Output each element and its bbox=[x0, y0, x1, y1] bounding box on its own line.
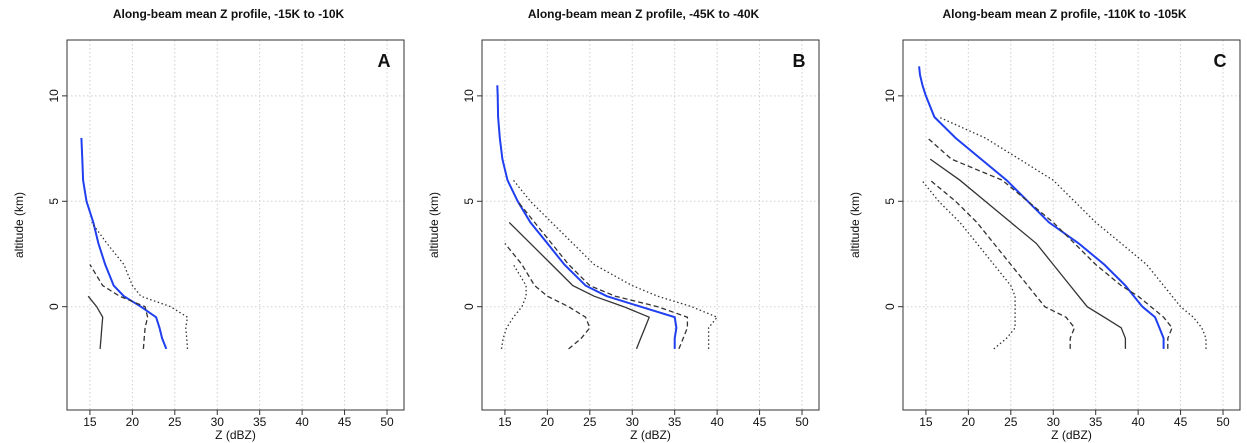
profile-line bbox=[927, 137, 1173, 349]
x-tick-label: 25 bbox=[583, 415, 597, 429]
x-tick-label: 45 bbox=[1174, 415, 1188, 429]
x-tick-label: 40 bbox=[1131, 415, 1145, 429]
x-tick-label: 45 bbox=[338, 415, 352, 429]
profile-line bbox=[938, 116, 1207, 349]
x-tick-label: 25 bbox=[1004, 415, 1018, 429]
x-tick-label: 20 bbox=[126, 415, 140, 429]
profile-line bbox=[496, 85, 678, 349]
x-tick-label: 40 bbox=[710, 415, 724, 429]
panel-letter: A bbox=[378, 51, 391, 71]
x-tick-label: 35 bbox=[668, 415, 682, 429]
y-axis-label: altitude (km) bbox=[848, 192, 862, 258]
profile-line bbox=[929, 179, 1076, 349]
profile-line bbox=[91, 222, 189, 349]
y-tick-label: 5 bbox=[883, 198, 897, 205]
y-tick-label: 0 bbox=[47, 303, 61, 310]
y-axis-label: altitude (km) bbox=[427, 192, 441, 258]
x-tick-label: 30 bbox=[211, 415, 225, 429]
panel-title: Along-beam mean Z profile, -45K to -40K bbox=[528, 7, 760, 21]
panel: Along-beam mean Z profile, -45K to -40K 1… bbox=[427, 7, 820, 442]
x-tick-label: 15 bbox=[498, 415, 512, 429]
x-tick-label: 50 bbox=[795, 415, 809, 429]
x-tick-label: 30 bbox=[1047, 415, 1061, 429]
y-tick-label: 0 bbox=[462, 303, 476, 310]
profile-line bbox=[517, 200, 689, 350]
y-tick-label: 5 bbox=[462, 198, 476, 205]
profile-line bbox=[929, 158, 1127, 349]
x-tick-label: 30 bbox=[626, 415, 640, 429]
x-tick-label: 15 bbox=[83, 415, 97, 429]
profile-line bbox=[918, 66, 1165, 349]
x-axis-label: Z (dBZ) bbox=[630, 428, 671, 442]
profile-line bbox=[87, 295, 104, 349]
x-tick-label: 35 bbox=[1089, 415, 1103, 429]
x-tick-label: 20 bbox=[962, 415, 976, 429]
panel-letter: C bbox=[1214, 51, 1227, 71]
plot-frame bbox=[481, 39, 820, 411]
x-axis-label: Z (dBZ) bbox=[1051, 428, 1092, 442]
profile-line bbox=[89, 264, 149, 349]
y-tick-label: 0 bbox=[883, 303, 897, 310]
x-tick-label: 40 bbox=[295, 415, 309, 429]
x-tick-label: 25 bbox=[168, 415, 182, 429]
y-tick-label: 5 bbox=[47, 198, 61, 205]
panel: Along-beam mean Z profile, -110K to -105… bbox=[848, 7, 1241, 442]
panel-title: Along-beam mean Z profile, -15K to -10K bbox=[113, 7, 345, 21]
y-tick-label: 10 bbox=[462, 89, 476, 103]
x-tick-label: 35 bbox=[253, 415, 267, 429]
profile-line bbox=[512, 179, 719, 349]
x-axis-label: Z (dBZ) bbox=[215, 428, 256, 442]
plot-frame bbox=[902, 39, 1241, 411]
panel-letter: B bbox=[793, 51, 806, 71]
y-axis-label: altitude (km) bbox=[12, 192, 26, 258]
x-tick-label: 50 bbox=[1216, 415, 1230, 429]
panel-title: Along-beam mean Z profile, -110K to -105… bbox=[942, 7, 1186, 21]
x-tick-label: 15 bbox=[919, 415, 933, 429]
x-tick-label: 50 bbox=[380, 415, 394, 429]
x-tick-label: 45 bbox=[753, 415, 767, 429]
panel: Along-beam mean Z profile, -15K to -10K 1… bbox=[12, 7, 405, 442]
x-tick-label: 20 bbox=[541, 415, 555, 429]
plot-frame bbox=[66, 39, 405, 411]
y-tick-label: 10 bbox=[47, 89, 61, 103]
profile-line bbox=[80, 137, 168, 350]
profile-line bbox=[500, 264, 527, 350]
y-tick-label: 10 bbox=[883, 89, 897, 103]
profile-line bbox=[508, 221, 651, 350]
